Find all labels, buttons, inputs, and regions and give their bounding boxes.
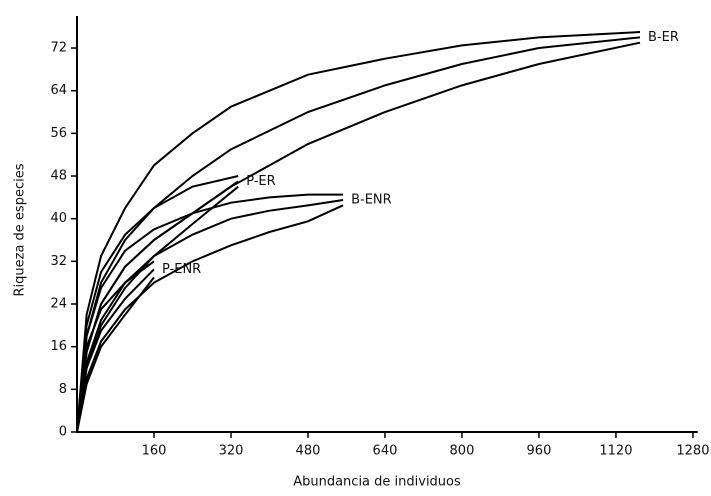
curve-label: B-ENR — [351, 193, 392, 208]
y-tick-label: 0 — [59, 425, 67, 440]
x-axis-label: Abundancia de individuos — [293, 475, 461, 490]
curve — [76, 175, 239, 433]
curve — [76, 199, 344, 433]
y-tick-label: 48 — [50, 169, 67, 184]
y-tick-label: 24 — [50, 297, 67, 312]
y-tick-label: 32 — [50, 254, 67, 269]
y-tick-label: 8 — [59, 382, 67, 397]
x-tick-label: 1120 — [599, 444, 632, 459]
curve — [76, 36, 641, 433]
curve-label: P-ER — [246, 174, 276, 189]
x-tick-label: 640 — [373, 444, 398, 459]
curve — [76, 260, 155, 433]
y-axis-label: Riqueza de especies — [13, 163, 28, 296]
curve — [76, 180, 239, 433]
curve — [76, 31, 641, 433]
x-tick-label: 800 — [450, 444, 475, 459]
x-tick-label: 160 — [142, 444, 167, 459]
x-tick-label: 960 — [527, 444, 552, 459]
x-tick-label: 480 — [296, 444, 321, 459]
curve-label: B-ER — [648, 30, 679, 45]
curve — [76, 268, 155, 433]
y-tick-label: 40 — [50, 211, 67, 226]
curve — [76, 276, 155, 433]
x-tick-label: 1280 — [676, 444, 709, 459]
x-tick-label: 320 — [219, 444, 244, 459]
curve — [76, 193, 344, 433]
curve — [76, 204, 344, 433]
curve-label: P-ENR — [162, 262, 201, 277]
y-tick-label: 16 — [50, 339, 67, 354]
y-tick-label: 64 — [50, 83, 67, 98]
y-tick-label: 72 — [50, 41, 67, 56]
y-tick-label: 56 — [50, 126, 67, 141]
curve — [76, 41, 641, 433]
